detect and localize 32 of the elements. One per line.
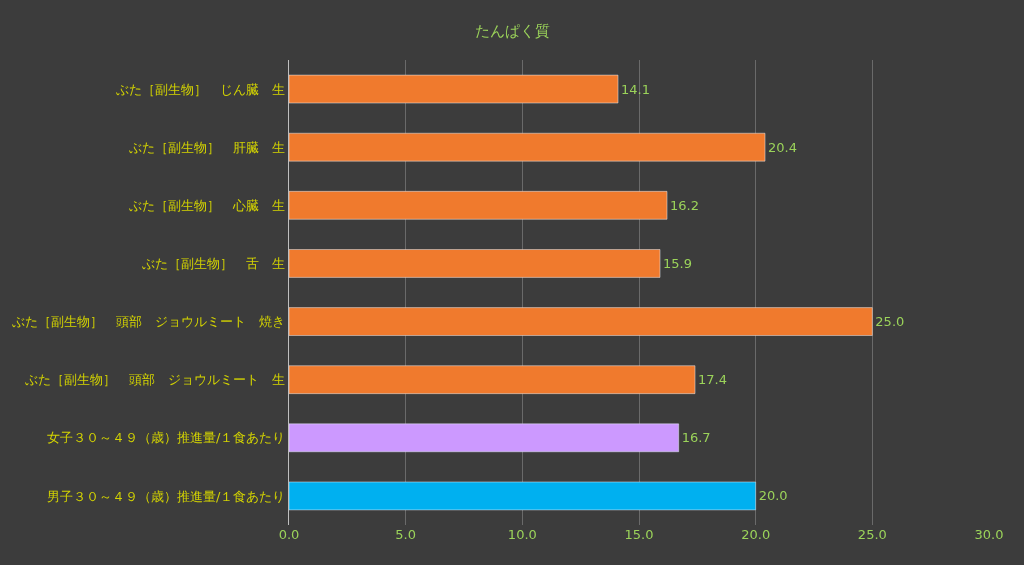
y-tick-label: ぶた［副生物］ じん臓 生 [116,81,286,97]
x-tick-label: 20.0 [741,527,771,542]
x-tick-label: 5.0 [395,527,417,542]
bar [289,307,873,336]
bar [289,132,766,162]
y-tick-label: ぶた［副生物］ 舌 生 [142,255,286,271]
y-tick-label: ぶた［副生物］ 頭部 ジョウルミート 生 [25,372,286,388]
bar [289,365,696,394]
data-label: 15.9 [663,255,692,271]
bar [289,249,661,278]
y-tick-label: ぶた［副生物］ 肝臓 生 [129,139,286,155]
x-tick-label: 0.0 [278,527,300,542]
y-tick-label: 男子３０～４９（歳）推進量/１食あたり [47,488,286,504]
y-tick-label: ぶた［副生物］ 頭部 ジョウルミート 焼き [12,314,286,330]
y-tick-label: 女子３０～４９（歳）推進量/１食あたり [47,430,286,446]
data-label: 25.0 [875,314,905,330]
data-label: 16.2 [670,197,699,213]
data-label: 16.7 [681,430,711,446]
bar [289,481,756,511]
data-label: 14.1 [621,81,650,97]
data-label: 20.4 [768,139,797,155]
data-label: 20.0 [758,488,788,504]
y-tick-label: ぶた［副生物］ 心臓 生 [129,197,286,213]
bar [289,191,668,220]
bar [289,74,619,104]
data-label: 17.4 [698,372,727,388]
x-tick-label: 30.0 [974,527,1004,542]
x-tick-label: 10.0 [507,527,537,542]
bar [289,423,679,453]
x-tick-label: 25.0 [857,527,887,542]
x-tick-label: 15.0 [624,527,654,542]
chart-title: たんぱく質 [474,21,550,40]
